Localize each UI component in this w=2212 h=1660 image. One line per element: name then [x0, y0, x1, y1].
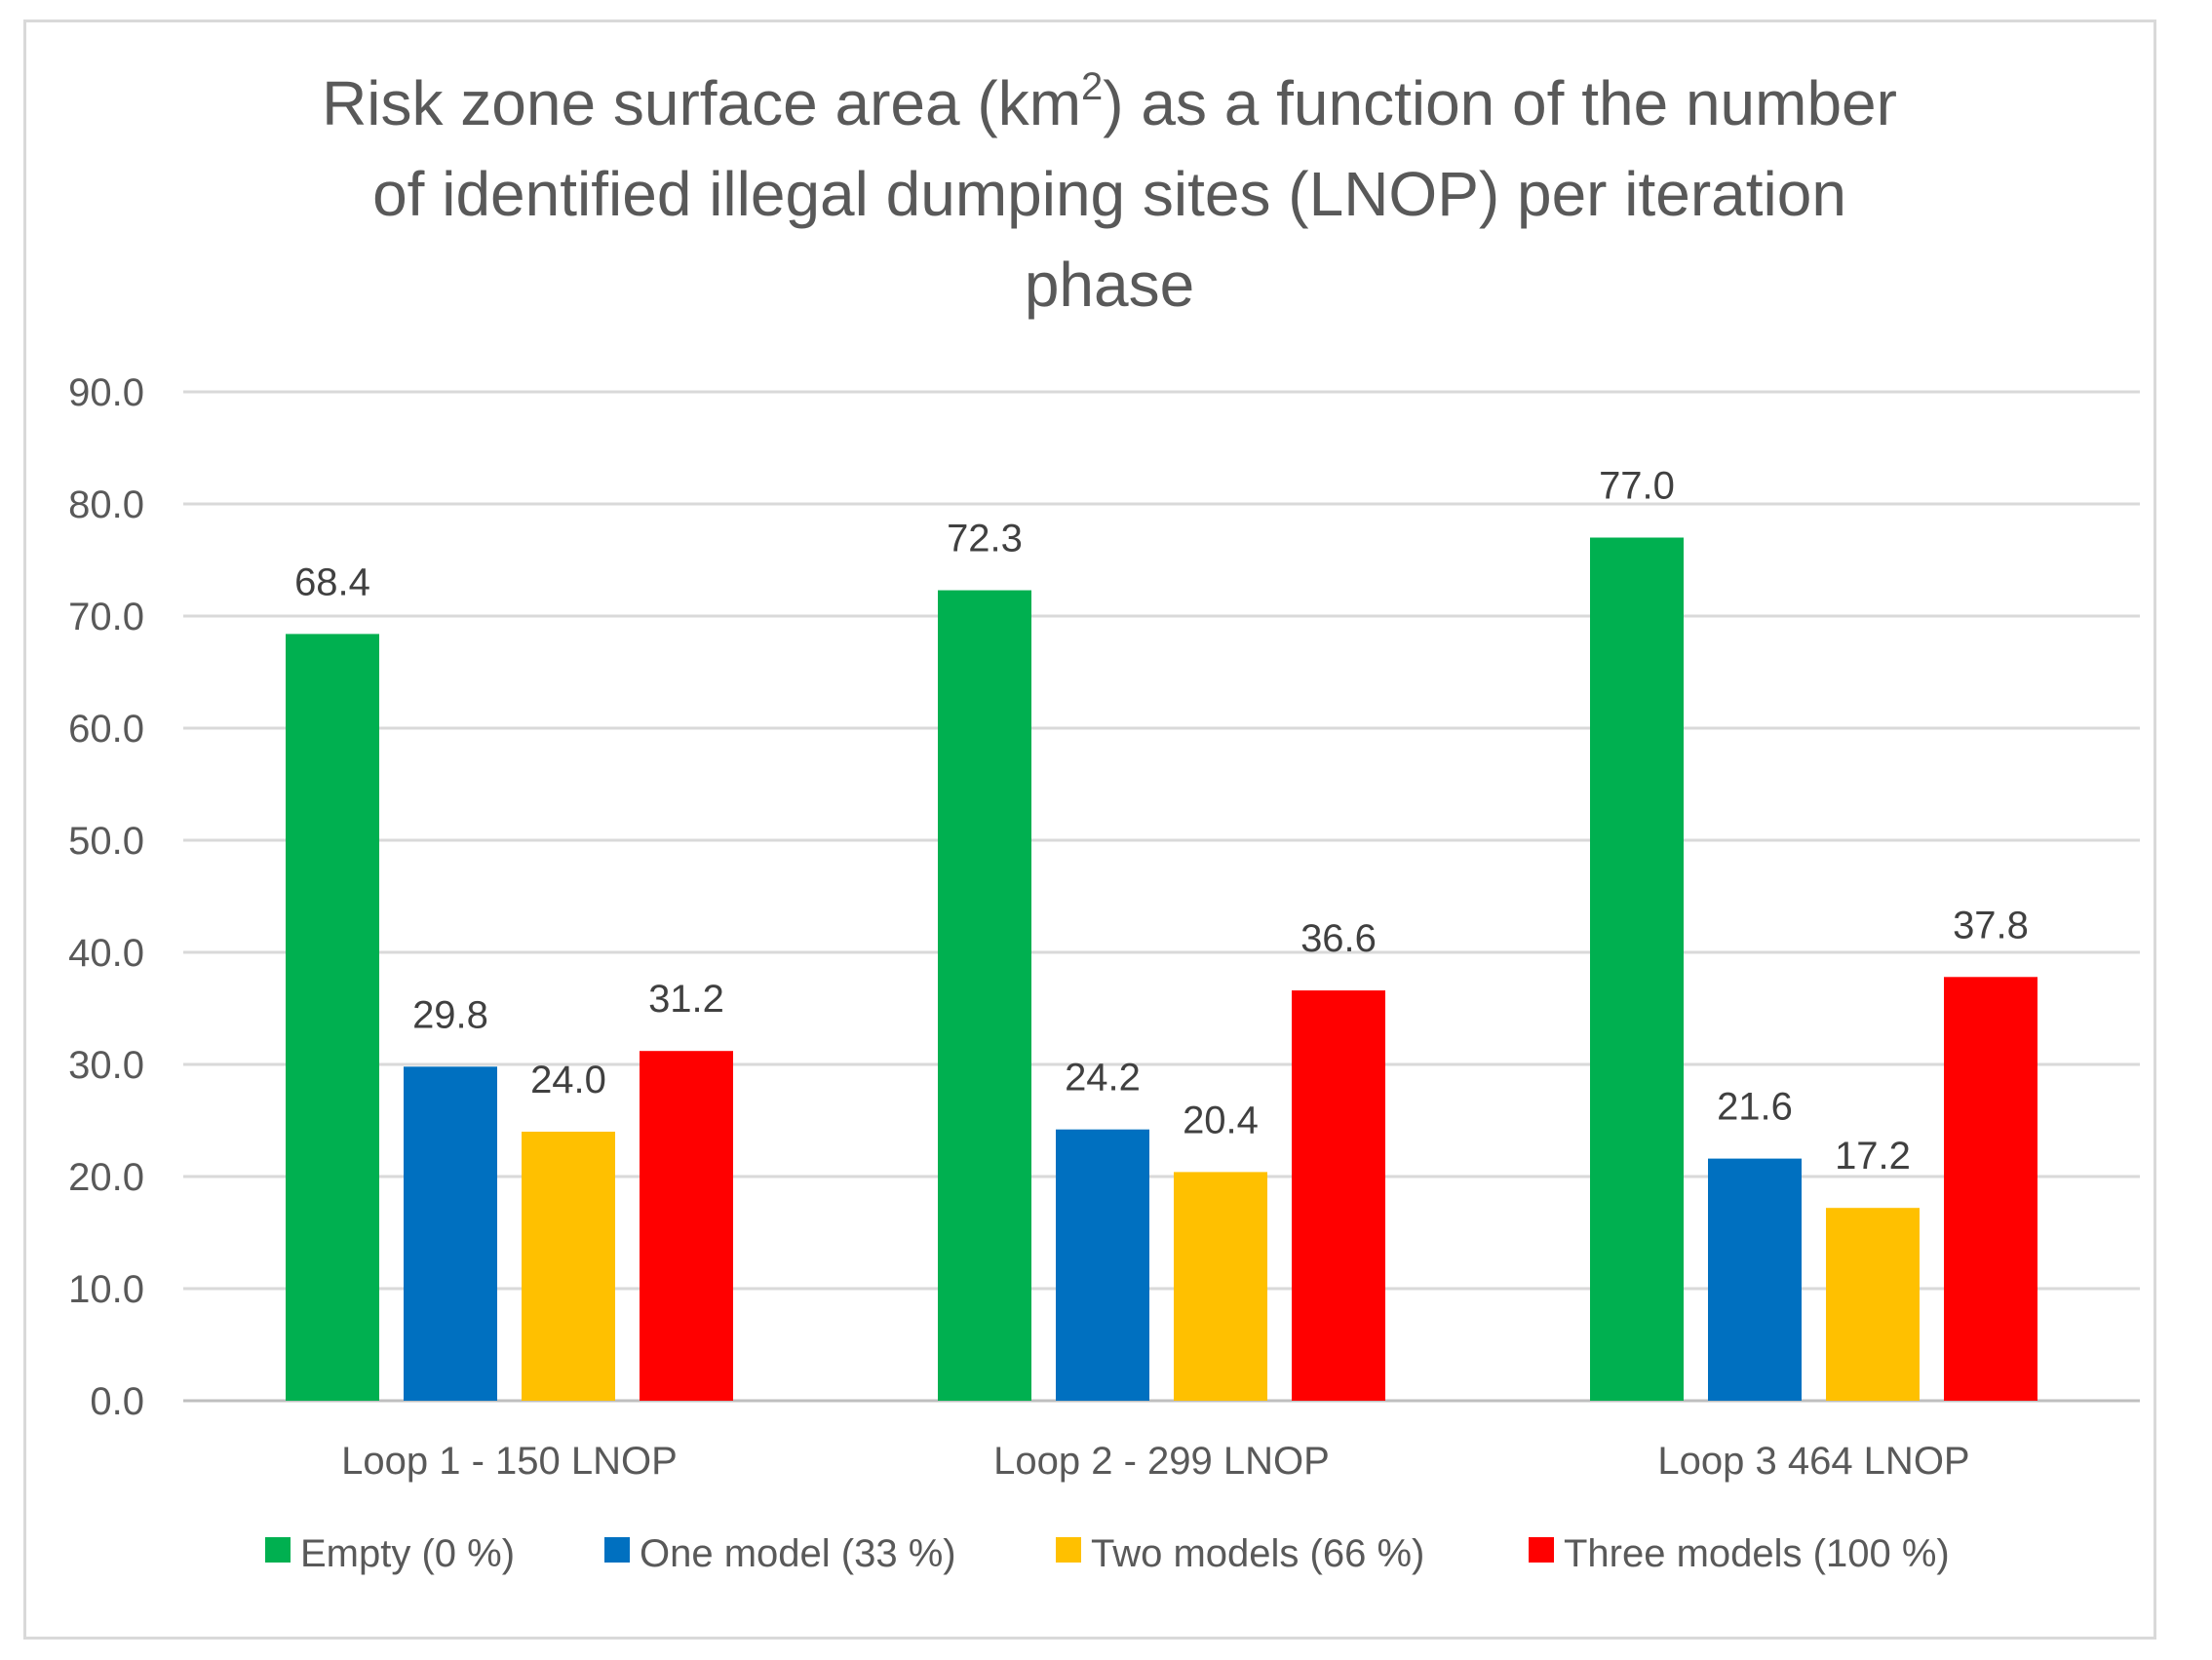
- title-line: phase: [1025, 250, 1194, 320]
- legend-label: One model (33 %): [640, 1532, 956, 1575]
- x-category-label: Loop 1 - 150 LNOP: [341, 1440, 678, 1483]
- bar: [1944, 977, 2037, 1401]
- y-tick-label: 70.0: [68, 596, 144, 638]
- y-tick-label: 20.0: [68, 1156, 144, 1199]
- data-label: 68.4: [294, 560, 370, 603]
- y-tick-label: 0.0: [90, 1380, 144, 1423]
- y-axis-tick-labels: 0.0 10.0 20.0 30.0 40.0 50.0 60.0 70.0 80.0 90.0: [68, 371, 144, 1423]
- title-text: Risk zone surface area (km: [322, 68, 1081, 138]
- data-label: 36.6: [1300, 917, 1377, 960]
- title-line: of identified illegal dumping sites (LNO…: [372, 159, 1846, 229]
- y-tick-label: 50.0: [68, 820, 144, 863]
- x-category-label: Loop 2 - 299 LNOP: [993, 1440, 1330, 1483]
- bars: [286, 537, 2037, 1401]
- bar: [1826, 1208, 1920, 1401]
- legend-label: Three models (100 %): [1564, 1532, 1950, 1575]
- title-text: phase: [1025, 250, 1194, 320]
- bar: [286, 634, 379, 1401]
- y-tick-label: 10.0: [68, 1268, 144, 1311]
- legend-swatch: [1056, 1537, 1081, 1563]
- data-labels: 68.4 29.8 24.0 31.2 72.3 24.2 20.4 36.6 77.0 21.6…: [294, 465, 2029, 1178]
- legend: Empty (0 %) One model (33 %) Two models (6…: [265, 1532, 1950, 1575]
- legend-swatch: [1529, 1537, 1554, 1563]
- bar: [1174, 1172, 1267, 1401]
- legend-swatch: [265, 1537, 291, 1563]
- data-label: 31.2: [648, 978, 724, 1021]
- data-label: 21.6: [1717, 1086, 1793, 1129]
- legend-label: Two models (66 %): [1091, 1532, 1424, 1575]
- gridlines: [183, 390, 2140, 1403]
- bar: [1708, 1158, 1802, 1401]
- chart-title: Risk zone surface area (km2) as a functi…: [322, 65, 1897, 320]
- y-tick-label: 90.0: [68, 371, 144, 414]
- data-label: 37.8: [1953, 904, 2029, 946]
- title-text: ) as a function of the number: [1103, 68, 1897, 138]
- bar: [522, 1132, 615, 1401]
- bar: [1292, 990, 1385, 1401]
- legend-swatch: [604, 1537, 630, 1563]
- y-tick-label: 80.0: [68, 483, 144, 526]
- bar: [1056, 1129, 1149, 1401]
- bar: [640, 1051, 733, 1401]
- title-superscript: 2: [1081, 65, 1103, 108]
- x-axis-category-labels: Loop 1 - 150 LNOP Loop 2 - 299 LNOP Loop 3…: [341, 1440, 1969, 1483]
- bar: [1590, 537, 1684, 1401]
- data-label: 29.8: [412, 993, 488, 1036]
- x-category-label: Loop 3 464 LNOP: [1657, 1440, 1969, 1483]
- y-tick-label: 40.0: [68, 932, 144, 975]
- title-line: Risk zone surface area (km2) as a functi…: [322, 65, 1897, 138]
- y-tick-label: 60.0: [68, 708, 144, 751]
- legend-label: Empty (0 %): [300, 1532, 515, 1575]
- bar: [938, 590, 1031, 1401]
- bar: [404, 1066, 497, 1401]
- y-tick-label: 30.0: [68, 1044, 144, 1087]
- data-label: 24.2: [1065, 1057, 1141, 1100]
- data-label: 24.0: [530, 1059, 606, 1101]
- data-label: 77.0: [1599, 465, 1675, 508]
- data-label: 20.4: [1183, 1099, 1259, 1141]
- data-label: 17.2: [1835, 1135, 1911, 1177]
- data-label: 72.3: [947, 518, 1023, 560]
- title-text: of identified illegal dumping sites (LNO…: [372, 159, 1846, 229]
